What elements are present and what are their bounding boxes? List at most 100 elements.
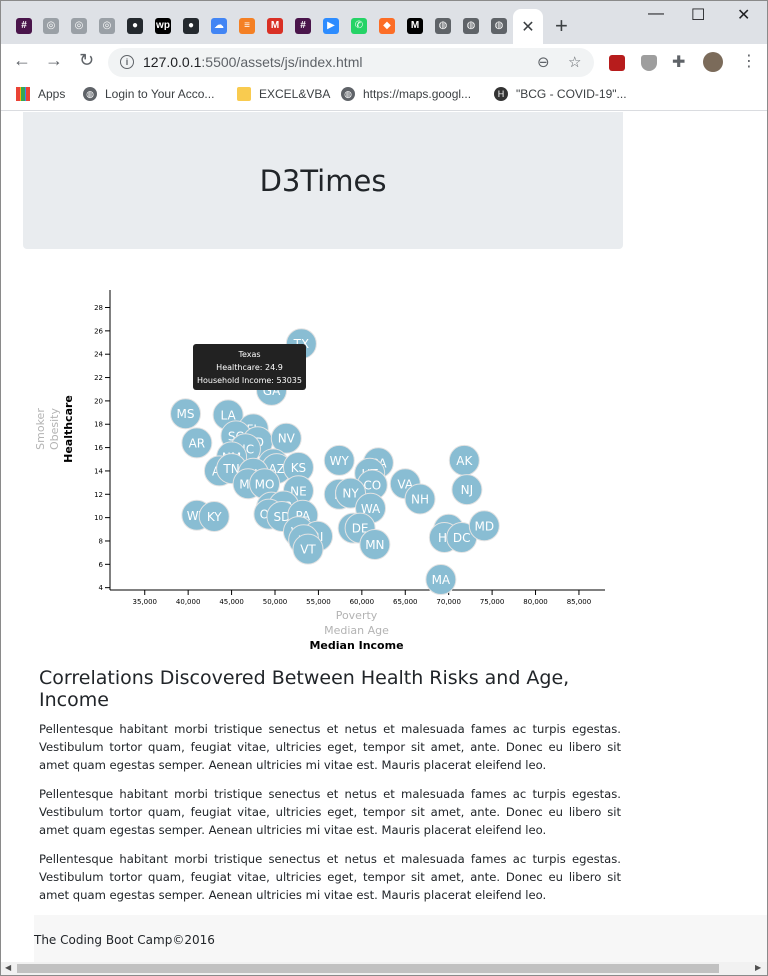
globe-icon: ◍ xyxy=(491,18,507,34)
bookmark-login[interactable]: ◍ Login to Your Acco... xyxy=(83,87,214,101)
info-icon[interactable]: i xyxy=(120,55,134,69)
state-point-vt[interactable] xyxy=(292,533,324,565)
minimize-button[interactable]: — xyxy=(648,5,664,22)
puzzle-extensions-icon[interactable]: ✚ xyxy=(672,54,686,71)
back-arrow-icon[interactable]: ← xyxy=(13,50,31,70)
page-title: D3Times xyxy=(259,163,387,198)
y-axis-label-1[interactable]: Obesity xyxy=(48,408,61,451)
globe-icon: ◍ xyxy=(341,87,355,101)
folder-icon xyxy=(237,87,251,101)
bookmark-excel-vba[interactable]: EXCEL&VBA xyxy=(237,87,330,101)
browser-tab[interactable]: ● xyxy=(123,12,147,40)
close-window-button[interactable]: ✕ xyxy=(737,7,751,24)
browser-tab[interactable]: ◎ xyxy=(39,12,63,40)
y-tick-label: 8 xyxy=(99,537,103,545)
reload-icon[interactable]: ↻ xyxy=(79,50,95,70)
state-label-ar: AR xyxy=(189,436,206,450)
browser-tab[interactable]: ✆ xyxy=(347,12,371,40)
state-point-wy[interactable] xyxy=(323,444,355,476)
wp-icon: wp xyxy=(155,18,171,34)
state-label-dc: DC xyxy=(453,531,471,545)
scatter-chart: 35,000 40,000 45,000 50,000 55,000 60,000 65,0… xyxy=(34,290,605,652)
state-label-co: CO xyxy=(363,478,381,492)
state-label-la: LA xyxy=(221,408,237,422)
globe-icon: ◍ xyxy=(83,87,97,101)
x-axis-label-2[interactable]: Median Income xyxy=(309,639,403,652)
y-tick-label: 6 xyxy=(99,561,104,569)
state-point-ar[interactable] xyxy=(181,427,213,459)
bookmark-apps[interactable]: Apps xyxy=(16,87,65,101)
y-tick-label: 16 xyxy=(94,444,103,452)
horizontal-scrollbar[interactable]: ◀ ▶ xyxy=(1,962,767,975)
zoom-out-icon[interactable]: ⊖ xyxy=(537,54,550,71)
browser-tab[interactable]: ≡ xyxy=(235,12,259,40)
footer: The Coding Boot Camp©2016 xyxy=(34,915,767,962)
browser-tab[interactable]: ◍ xyxy=(459,12,483,40)
x-axis-label-0[interactable]: Poverty xyxy=(336,609,378,622)
x-tick-label: 80,000 xyxy=(523,598,548,606)
menu-kebab-icon[interactable]: ⋮ xyxy=(741,53,757,70)
state-point-md[interactable] xyxy=(468,510,500,542)
state-point-mn[interactable] xyxy=(359,528,391,560)
bookmark-bcg-covid[interactable]: H "BCG - COVID-19"... xyxy=(494,87,627,101)
y-axis-label-0[interactable]: Smoker xyxy=(34,408,47,450)
browser-tab[interactable]: M xyxy=(403,12,427,40)
y-axis-label-2[interactable]: Healthcare xyxy=(62,395,75,463)
maximize-button[interactable]: ☐ xyxy=(691,7,706,24)
medium-icon: M xyxy=(407,18,423,34)
browser-tab[interactable]: # xyxy=(291,12,315,40)
tooltip-state: Texas xyxy=(238,350,261,359)
browser-tab[interactable]: ● xyxy=(179,12,203,40)
browser-tab[interactable]: ☁ xyxy=(207,12,231,40)
zoom-icon: ▶ xyxy=(323,18,339,34)
browser-tab[interactable]: ◎ xyxy=(95,12,119,40)
address-bar[interactable]: i 127.0.0.1:5500/assets/js/index.html ⊖ … xyxy=(108,48,594,77)
state-label-nv: NV xyxy=(278,432,296,446)
acrobat-extension-icon[interactable] xyxy=(609,55,625,71)
close-tab-icon[interactable]: ✕ xyxy=(521,18,535,36)
browser-tab[interactable]: # xyxy=(12,12,36,40)
scroll-left-icon[interactable]: ◀ xyxy=(5,963,12,972)
url-text[interactable]: 127.0.0.1:5500/assets/js/index.html xyxy=(143,54,362,70)
state-point-ms[interactable] xyxy=(170,398,202,430)
state-label-de: DE xyxy=(352,522,369,536)
browser-tab[interactable]: ◆ xyxy=(375,12,399,40)
x-axis-label-1[interactable]: Median Age xyxy=(324,624,389,637)
x-tick-label: 75,000 xyxy=(480,598,505,606)
state-point-ky[interactable] xyxy=(198,500,230,532)
state-label-nh: NH xyxy=(411,492,429,506)
active-tab[interactable]: ✕ xyxy=(513,9,543,44)
new-tab-button[interactable]: + xyxy=(555,13,568,38)
bookmark-maps[interactable]: ◍ https://maps.googl... xyxy=(341,87,471,101)
state-point-nh[interactable] xyxy=(404,483,436,515)
browser-tab[interactable]: ◍ xyxy=(431,12,455,40)
bookmark-label: Login to Your Acco... xyxy=(105,87,215,101)
generic-circle-icon: ◎ xyxy=(71,18,87,34)
tooltip-income: Household Income: 53035 xyxy=(196,376,302,385)
shield-extension-icon[interactable] xyxy=(641,55,657,71)
browser-tab[interactable]: ◍ xyxy=(487,12,511,40)
state-point-ma[interactable] xyxy=(425,563,457,595)
bookmarks-bar: Apps ◍ Login to Your Acco... EXCEL&VBA ◍… xyxy=(1,81,767,111)
scroll-right-icon[interactable]: ▶ xyxy=(755,963,762,972)
y-tick-label: 24 xyxy=(94,351,103,359)
bookmark-star-icon[interactable]: ☆ xyxy=(568,54,582,71)
forward-arrow-icon[interactable]: → xyxy=(45,50,63,70)
browser-tab[interactable]: M xyxy=(263,12,287,40)
globe-icon: ◍ xyxy=(463,18,479,34)
state-point-nj[interactable] xyxy=(451,474,483,506)
footer-text: The Coding Boot Camp©2016 xyxy=(34,933,215,947)
browser-tab[interactable]: ◎ xyxy=(67,12,91,40)
browser-tab[interactable]: wp xyxy=(151,12,175,40)
whatsapp-icon: ✆ xyxy=(351,18,367,34)
slack-icon: # xyxy=(295,18,311,34)
state-label-mo: MO xyxy=(255,477,275,491)
y-tick-label: 14 xyxy=(94,467,103,475)
profile-avatar[interactable] xyxy=(703,52,723,72)
apps-grid-icon xyxy=(16,87,30,101)
y-tick-label: 28 xyxy=(94,304,103,312)
state-point-nv[interactable] xyxy=(270,422,302,454)
gitlab-icon: ◆ xyxy=(379,18,395,34)
browser-tab[interactable]: ▶ xyxy=(319,12,343,40)
scrollbar-thumb[interactable] xyxy=(17,964,719,973)
